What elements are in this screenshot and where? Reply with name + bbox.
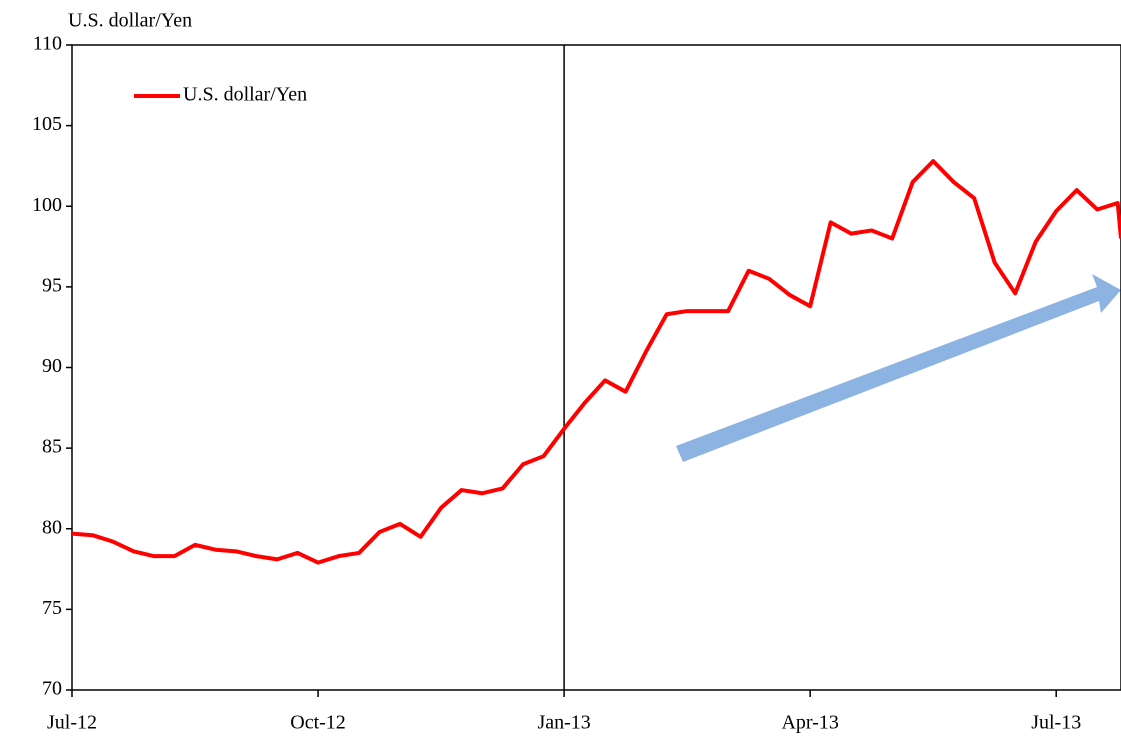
y-tick-label: 95 bbox=[42, 274, 62, 296]
y-tick-label: 100 bbox=[32, 194, 62, 216]
x-tick-label: Jan-13 bbox=[537, 712, 590, 734]
y-tick-label: 75 bbox=[42, 597, 62, 619]
y-tick-label: 110 bbox=[33, 33, 62, 55]
y-tick-label: 105 bbox=[32, 113, 62, 135]
x-tick-label: Jul-12 bbox=[47, 712, 97, 734]
y-axis-label: U.S. dollar/Yen bbox=[68, 10, 192, 32]
x-tick-label: Jul-13 bbox=[1031, 712, 1081, 734]
data-line bbox=[71, 159, 1121, 565]
plot-frame bbox=[71, 44, 1121, 691]
legend-label: U.S. dollar/Yen bbox=[183, 84, 307, 106]
y-tick-label: 90 bbox=[42, 355, 62, 377]
y-tick-label: 80 bbox=[42, 516, 62, 538]
x-tick-label: Apr-13 bbox=[781, 712, 838, 734]
y-tick-label: 70 bbox=[42, 678, 62, 700]
x-tick-label: Oct-12 bbox=[290, 712, 346, 734]
trend-arrow bbox=[676, 274, 1121, 462]
y-tick-label: 85 bbox=[42, 436, 62, 458]
